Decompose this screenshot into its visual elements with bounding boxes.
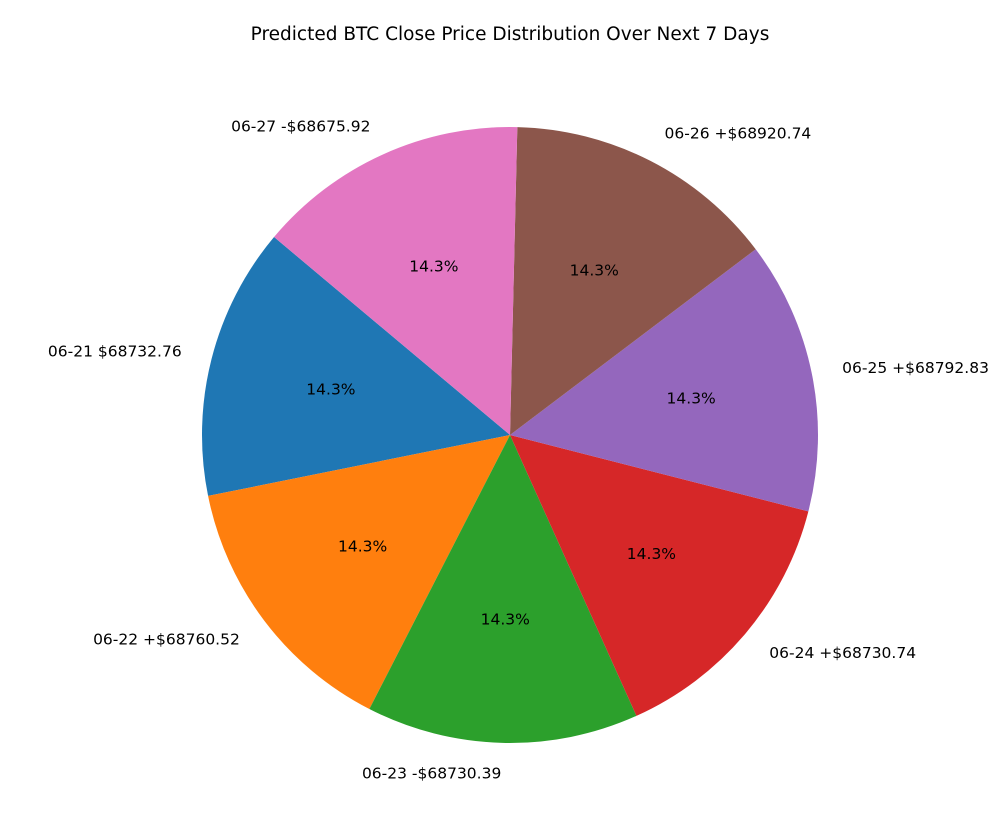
pie-labels: 06-21 $68732.76 14.3% 06-22 +$68760.52 14.3…	[48, 117, 989, 782]
chart-title: Predicted BTC Close Price Distribution O…	[251, 24, 770, 45]
pie-slice	[510, 249, 818, 512]
slice-percent-label: 14.3%	[481, 611, 530, 629]
pie-slice	[274, 127, 518, 436]
slice-label: 06-21 $68732.76	[48, 342, 182, 360]
slice-label: 06-25 +$68792.83	[842, 359, 989, 377]
slice-percent-label: 14.3%	[667, 390, 716, 408]
slice-percent-label: 14.3%	[570, 262, 619, 280]
slice-label: 06-27 -$68675.92	[231, 117, 370, 135]
pie-slice	[369, 435, 637, 744]
slice-label: 06-23 -$68730.39	[362, 765, 501, 783]
slice-percent-label: 14.3%	[306, 380, 355, 398]
slice-percent-label: 14.3%	[627, 545, 676, 563]
pie-slice	[208, 435, 511, 710]
slice-percent-label: 14.3%	[409, 258, 458, 276]
slice-label: 06-24 +$68730.74	[769, 644, 916, 662]
pie-slices	[201, 127, 818, 744]
pie-slice	[510, 127, 756, 436]
slice-label: 06-22 +$68760.52	[93, 630, 240, 648]
pie-slice	[510, 435, 809, 716]
pie-slice	[201, 237, 510, 496]
slice-percent-label: 14.3%	[338, 538, 387, 556]
slice-label: 06-26 +$68920.74	[665, 124, 812, 142]
